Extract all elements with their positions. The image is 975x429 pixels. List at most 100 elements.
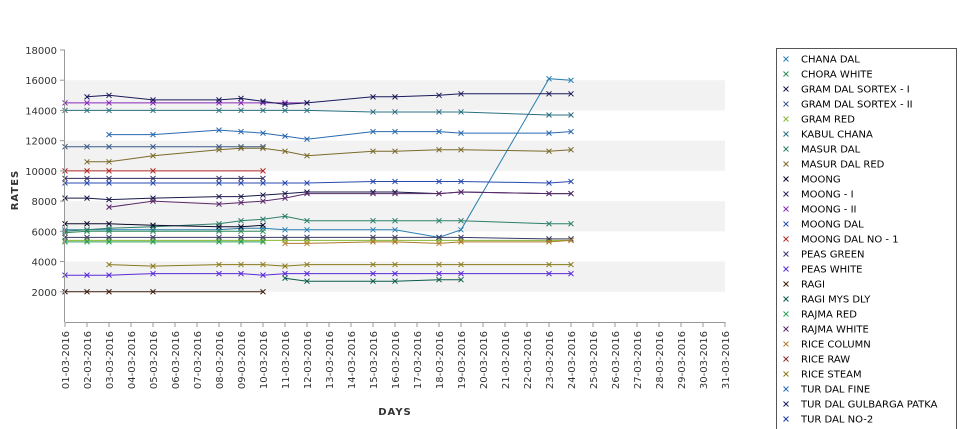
- data-point: [216, 239, 222, 245]
- series: [62, 189, 574, 203]
- x-tick-label: 17-03-2016: [413, 331, 424, 389]
- data-point: [150, 239, 156, 245]
- legend-marker: [783, 131, 789, 137]
- data-point: [260, 175, 266, 182]
- data-point: [546, 130, 552, 136]
- data-point: [216, 193, 222, 200]
- series: [62, 107, 574, 118]
- legend-marker: [783, 371, 789, 377]
- x-tick-label: 25-03-2016: [589, 331, 600, 389]
- data-point: [458, 226, 464, 233]
- data-point: [216, 127, 222, 133]
- data-point: [84, 239, 90, 245]
- x-tick-label: 31-03-2016: [721, 331, 732, 389]
- data-point: [392, 148, 398, 155]
- legend-marker: [783, 266, 789, 272]
- x-tick-label: 13-03-2016: [325, 331, 336, 389]
- x-tick-label: 02-03-2016: [83, 331, 94, 389]
- legend-label: CHANA DAL: [801, 55, 860, 66]
- data-point: [282, 190, 288, 197]
- grid-band: [65, 80, 725, 111]
- data-point: [370, 234, 376, 241]
- legend-item: GRAM DAL SORTEX - I: [783, 85, 910, 96]
- data-point: [392, 109, 398, 115]
- data-point: [546, 148, 552, 155]
- x-tick-label: 15-03-2016: [369, 331, 380, 389]
- data-point: [216, 270, 222, 277]
- data-point: [260, 222, 266, 229]
- x-tick-label: 23-03-2016: [545, 331, 556, 389]
- legend-label: MASUR DAL RED: [801, 160, 885, 171]
- data-point: [304, 136, 310, 143]
- legend-marker: [783, 251, 789, 257]
- legend-label: TUR DAL GULBARGA PATKA: [800, 400, 938, 411]
- series-group: [62, 75, 574, 295]
- legend-label: TUR DAL NO-2: [800, 415, 873, 426]
- data-point: [106, 131, 112, 138]
- data-point: [238, 95, 244, 102]
- data-point: [282, 234, 288, 241]
- data-point: [260, 130, 266, 136]
- legend-marker: [783, 206, 789, 212]
- data-point: [436, 276, 442, 283]
- legend-item: TUR DAL GULBARGA PATKA: [783, 400, 938, 411]
- data-point: [106, 158, 112, 165]
- series-line: [64, 230, 263, 234]
- data-point: [436, 261, 442, 268]
- data-point: [458, 276, 464, 283]
- legend-item: KABUL CHANA: [783, 130, 873, 141]
- data-point: [458, 189, 464, 195]
- data-point: [150, 234, 156, 241]
- data-point: [282, 133, 288, 139]
- data-point: [216, 234, 222, 241]
- data-point: [84, 220, 90, 227]
- data-point: [238, 228, 244, 235]
- data-point: [392, 278, 398, 285]
- legend-item: RICE RAW: [783, 355, 850, 366]
- legend-label: RAJMA RED: [801, 310, 857, 321]
- data-point: [370, 239, 376, 245]
- data-point: [260, 272, 266, 279]
- series-line: [285, 239, 572, 244]
- data-point: [282, 275, 288, 282]
- legend-marker: [783, 56, 789, 62]
- data-point: [84, 100, 90, 106]
- data-point: [458, 109, 464, 115]
- data-point: [304, 152, 310, 159]
- data-point: [260, 216, 266, 223]
- legend-marker: [783, 116, 789, 122]
- series-line: [86, 93, 571, 105]
- data-point: [238, 239, 244, 245]
- data-point: [546, 112, 552, 118]
- y-tick-label: 18000: [25, 46, 57, 57]
- data-point: [370, 217, 376, 224]
- data-point: [106, 225, 112, 232]
- data-point: [392, 93, 398, 100]
- x-tick-label: 14-03-2016: [347, 331, 358, 389]
- data-point: [216, 146, 222, 153]
- data-point: [568, 220, 574, 227]
- data-point: [150, 168, 156, 174]
- legend-label: PEAS GREEN: [801, 250, 865, 261]
- data-point: [238, 128, 244, 135]
- data-point: [260, 234, 266, 241]
- data-point: [282, 101, 288, 108]
- x-tick-label: 04-03-2016: [127, 331, 138, 389]
- legend-marker: [783, 236, 789, 242]
- data-point: [282, 263, 288, 269]
- x-tick-label: 29-03-2016: [677, 331, 688, 389]
- data-point: [436, 270, 442, 277]
- x-tick-label: 05-03-2016: [149, 331, 160, 389]
- data-point: [106, 180, 112, 186]
- legend-item: MOONG DAL: [783, 220, 864, 231]
- data-point: [106, 220, 112, 227]
- data-point: [568, 77, 574, 84]
- legend-label: CHORA WHITE: [801, 70, 873, 81]
- legend-item: PEAS GREEN: [783, 250, 865, 261]
- x-tick-label: 06-03-2016: [171, 331, 182, 389]
- legend-label: GRAM DAL SORTEX - II: [801, 100, 913, 111]
- data-point: [304, 190, 310, 197]
- legend-item: CHANA DAL: [783, 55, 860, 66]
- data-point: [150, 152, 156, 159]
- y-tick-label: 14000: [25, 106, 57, 117]
